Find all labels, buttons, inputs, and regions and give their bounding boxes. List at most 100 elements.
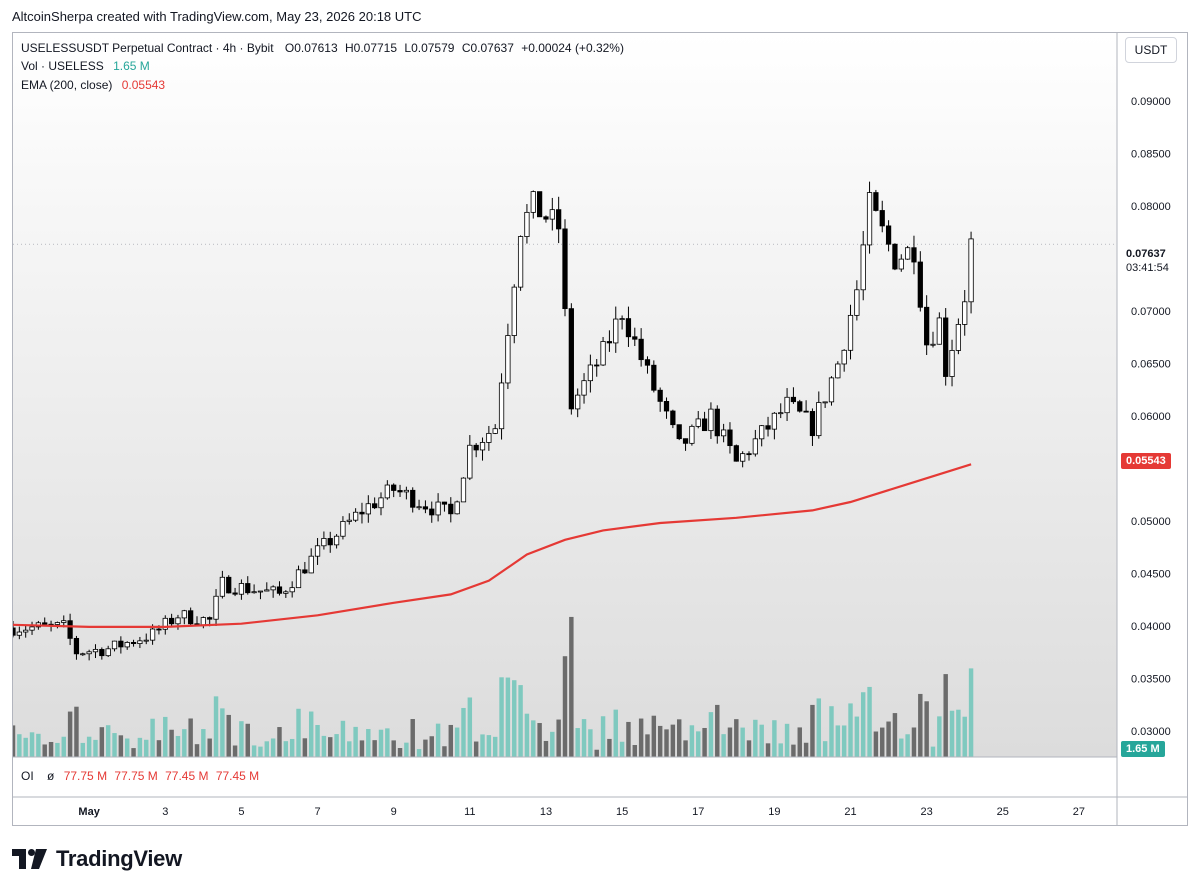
- volume-bar: [962, 716, 967, 757]
- volume-bar: [543, 740, 549, 757]
- volume-bar: [410, 719, 415, 757]
- volume-bar: [721, 734, 726, 757]
- oi-value-2: 77.75 M: [114, 769, 158, 783]
- volume-bar: [772, 720, 777, 757]
- volume-bar: [524, 713, 530, 757]
- volume-bar: [137, 737, 143, 757]
- legend-symbol-row: USELESSUSDT Perpetual Contract · 4h · By…: [21, 41, 628, 55]
- candle-body: [460, 477, 467, 503]
- time-tick-label: 21: [844, 806, 856, 818]
- candle-body: [314, 545, 321, 557]
- candle-body: [188, 610, 194, 625]
- volume-bar: [156, 740, 162, 757]
- volume-bar: [86, 736, 92, 757]
- candle-body: [498, 382, 505, 430]
- candle-body: [866, 192, 873, 246]
- candle-body: [638, 338, 644, 361]
- candle-body: [644, 359, 651, 366]
- volume-bar: [632, 745, 638, 757]
- candle-body: [885, 225, 892, 245]
- time-tick-label: 9: [391, 806, 397, 818]
- volume-bar: [61, 736, 66, 757]
- candle-body: [61, 620, 67, 623]
- volume-bar: [448, 724, 454, 757]
- candle-body: [124, 642, 130, 648]
- volume-bar: [492, 736, 498, 757]
- volume-bar: [867, 686, 872, 757]
- candle-body: [416, 506, 422, 509]
- volume-bar: [366, 729, 371, 757]
- volume-bar: [182, 729, 187, 757]
- volume-bar: [708, 712, 714, 757]
- chart-canvas[interactable]: 0.03000 0.03500 0.04000 0.04500 0.05000 0.060…: [13, 33, 1188, 826]
- candle-body: [219, 576, 225, 597]
- candle-body: [727, 429, 733, 447]
- legend-close-value: 0.07637: [470, 41, 514, 55]
- candle-body: [295, 569, 302, 589]
- candle-body: [847, 314, 854, 351]
- ema-200-line: [13, 463, 972, 629]
- volume-bar: [918, 693, 923, 757]
- volume-bar: [48, 741, 54, 757]
- volume-bar: [835, 725, 841, 757]
- volume-bar: [334, 734, 339, 757]
- candle-body: [99, 648, 105, 657]
- legend-close-key: C: [461, 41, 471, 55]
- candle-body: [321, 538, 327, 547]
- volume-bar: [575, 728, 580, 757]
- price-tick-label: 0.06500: [1131, 359, 1171, 371]
- price-tick-label: 0.03500: [1131, 673, 1171, 685]
- volume-bar: [645, 734, 650, 757]
- candle-body: [575, 394, 581, 410]
- volume-bar: [841, 725, 847, 757]
- volume-bar: [727, 727, 733, 757]
- time-tick-label: 7: [314, 806, 320, 818]
- time-tick-label: May: [78, 806, 100, 818]
- candle-body: [537, 191, 543, 218]
- volume-bar: [435, 723, 441, 757]
- price-axis-panel: [1117, 33, 1187, 825]
- candle-body: [162, 617, 168, 630]
- volume-bar: [518, 685, 523, 757]
- volume-bar: [289, 738, 295, 757]
- candle-body: [365, 503, 371, 515]
- chart-frame[interactable]: 0.03000 0.03500 0.04000 0.04500 0.05000 0.060…: [12, 32, 1188, 826]
- volume-bar: [93, 739, 98, 757]
- legend-low-value: 0.07579: [411, 41, 455, 55]
- tradingview-logo-icon: [12, 849, 47, 869]
- candle-body: [822, 401, 828, 404]
- candle-body: [879, 210, 885, 227]
- volume-bar: [277, 727, 282, 757]
- volume-bar: [613, 709, 618, 757]
- volume-bar: [626, 721, 631, 757]
- volume-bar: [473, 741, 479, 757]
- volume-bar: [23, 737, 28, 757]
- volume-bar: [683, 740, 688, 757]
- volume-bar: [822, 741, 828, 757]
- candle-body: [333, 535, 340, 546]
- candle-body: [467, 444, 473, 479]
- volume-bar: [194, 744, 200, 757]
- volume-bar: [423, 739, 428, 757]
- currency-button[interactable]: USDT: [1125, 37, 1177, 63]
- volume-bar: [207, 738, 212, 757]
- candle-body: [486, 432, 492, 443]
- volume-bar: [638, 718, 644, 757]
- candle-body: [264, 589, 270, 592]
- candle-body: [740, 453, 746, 462]
- legend-volume-value: 1.65 M: [113, 59, 150, 73]
- time-tick-label: 13: [540, 806, 552, 818]
- candle-body: [308, 555, 314, 574]
- candle-body: [86, 651, 92, 655]
- candle-body: [54, 622, 61, 625]
- candle-body: [384, 484, 390, 499]
- volume-bar: [397, 748, 403, 757]
- candle-body: [23, 629, 29, 633]
- volume-bar: [321, 735, 327, 757]
- ema-line: [13, 463, 972, 629]
- volume-bar: [829, 706, 834, 757]
- legend-volume-row: Vol · USELESS 1.65 M: [21, 59, 150, 73]
- volume-bar: [80, 742, 86, 757]
- legend-symbol: USELESSUSDT Perpetual Contract · 4h · By…: [21, 41, 274, 55]
- price-tick-label: 0.07000: [1131, 306, 1171, 318]
